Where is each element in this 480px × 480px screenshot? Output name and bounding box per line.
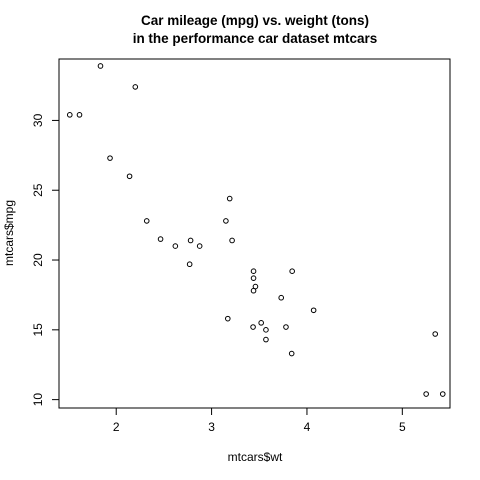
chart-subtitle: in the performance car dataset mtcars	[133, 31, 378, 46]
data-point	[132, 84, 139, 90]
data-point	[66, 112, 73, 118]
data-point	[288, 350, 295, 357]
data-point	[126, 173, 133, 180]
y-axis-label: mtcars$mpg	[2, 200, 16, 266]
data-point	[157, 236, 164, 242]
x-tick-label: 2	[113, 420, 120, 434]
data-point	[187, 237, 194, 244]
data-point	[196, 243, 203, 249]
data-point	[423, 391, 429, 397]
data-point	[250, 275, 257, 281]
data-point	[278, 294, 285, 301]
y-tick-label: 30	[31, 113, 45, 127]
x-axis: 2 3 4 5	[113, 407, 406, 434]
data-point	[226, 195, 233, 202]
x-axis-label: mtcars$wt	[228, 450, 283, 464]
data-point	[283, 324, 289, 330]
data-point	[250, 287, 257, 294]
data-point	[289, 268, 295, 274]
data-point	[263, 327, 269, 333]
data-point	[310, 307, 317, 314]
data-point	[258, 320, 264, 326]
data-point	[224, 315, 231, 322]
data-point	[172, 243, 179, 249]
y-tick-label: 20	[31, 253, 45, 267]
x-tick-label: 4	[304, 420, 311, 434]
data-point	[263, 336, 269, 343]
x-tick-label: 5	[399, 420, 406, 434]
data-point	[97, 63, 104, 69]
data-point	[432, 331, 439, 337]
chart-title: Car mileage (mpg) vs. weight (tons)	[141, 13, 369, 28]
data-point	[250, 324, 256, 330]
data-points	[66, 63, 446, 397]
data-point	[223, 218, 229, 224]
data-point	[186, 261, 193, 268]
data-point	[250, 268, 257, 274]
data-point	[143, 218, 150, 224]
plot-frame	[58, 58, 451, 409]
x-tick-label: 3	[208, 420, 215, 434]
data-point	[229, 237, 235, 244]
data-point	[76, 112, 83, 118]
data-point	[439, 391, 446, 397]
y-tick-label: 15	[31, 323, 45, 337]
y-tick-label: 25	[31, 183, 45, 197]
y-axis: 10 15 20 25 30	[31, 113, 60, 407]
data-point	[107, 155, 113, 161]
y-tick-label: 10	[31, 393, 45, 407]
